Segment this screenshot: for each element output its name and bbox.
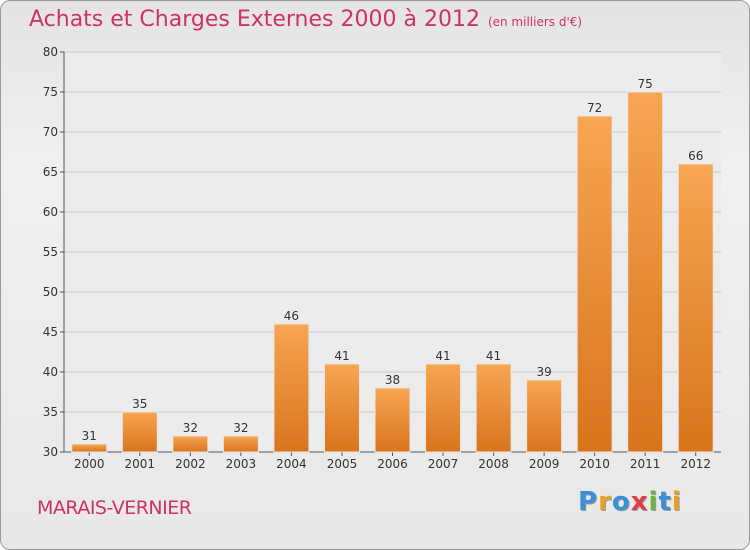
x-tick-label: 2011 <box>630 457 661 471</box>
bar-2000 <box>71 443 108 453</box>
value-label: 66 <box>688 149 703 163</box>
logo-letter: x <box>630 487 649 517</box>
logo-letter: r <box>598 487 612 517</box>
logo-letter: t <box>658 487 672 517</box>
x-tick-label: 2006 <box>377 457 408 471</box>
x-tick-label: 2012 <box>680 457 711 471</box>
value-label: 41 <box>334 349 349 363</box>
y-tick-label: 45 <box>43 325 58 339</box>
bar-2004 <box>273 323 310 453</box>
bar-2002 <box>172 435 209 453</box>
bar-2011 <box>627 91 664 453</box>
value-label: 39 <box>536 365 551 379</box>
chart-title: Achats et Charges Externes 2000 à 2012 (e… <box>29 7 582 32</box>
x-tick-label: 2008 <box>478 457 509 471</box>
value-label: 32 <box>183 421 198 435</box>
proxiti-logo: Proxiti <box>578 487 682 517</box>
bar-2001 <box>121 411 158 453</box>
logo-letter: i <box>648 487 659 517</box>
x-tick-label: 2004 <box>276 457 307 471</box>
x-tick-label: 2005 <box>327 457 358 471</box>
y-tick-label: 80 <box>43 45 58 59</box>
value-label: 31 <box>82 429 97 443</box>
bar-2010 <box>576 115 613 453</box>
logo-letter: o <box>611 487 631 517</box>
chart-subtitle: (en milliers d'€) <box>487 15 583 29</box>
bar-2008 <box>475 363 512 453</box>
y-tick-label: 60 <box>43 205 58 219</box>
value-label: 32 <box>233 421 248 435</box>
value-label: 72 <box>587 101 602 115</box>
bar-2012 <box>677 163 714 453</box>
x-tick-label: 2007 <box>428 457 459 471</box>
bar-2006 <box>374 387 411 453</box>
y-tick-label: 35 <box>43 405 58 419</box>
logo-letter: i <box>671 487 682 517</box>
x-tick-label: 2009 <box>529 457 560 471</box>
y-tick-label: 55 <box>43 245 58 259</box>
y-tick-label: 70 <box>43 125 58 139</box>
x-tick-label: 2002 <box>175 457 206 471</box>
y-tick-label: 40 <box>43 365 58 379</box>
y-tick-label: 50 <box>43 285 58 299</box>
value-label: 75 <box>638 77 653 91</box>
y-tick-label: 30 <box>43 445 58 459</box>
bar-2009 <box>526 379 563 453</box>
place-name: MARAIS-VERNIER <box>37 497 192 519</box>
value-label: 46 <box>284 309 299 323</box>
x-tick-label: 2001 <box>125 457 156 471</box>
x-tick-label: 2010 <box>579 457 610 471</box>
x-tick-label: 2000 <box>74 457 105 471</box>
x-tick-label: 2003 <box>226 457 257 471</box>
value-label: 35 <box>132 397 147 411</box>
y-tick-label: 65 <box>43 165 58 179</box>
bar-2005 <box>323 363 360 453</box>
value-label: 38 <box>385 373 400 387</box>
value-label: 41 <box>435 349 450 363</box>
bar-2007 <box>425 363 462 453</box>
chart-title-text: Achats et Charges Externes 2000 à 2012 <box>29 7 480 32</box>
value-label: 41 <box>486 349 501 363</box>
bar-2003 <box>222 435 259 453</box>
logo-letter: P <box>578 487 599 517</box>
y-tick-label: 75 <box>43 85 58 99</box>
